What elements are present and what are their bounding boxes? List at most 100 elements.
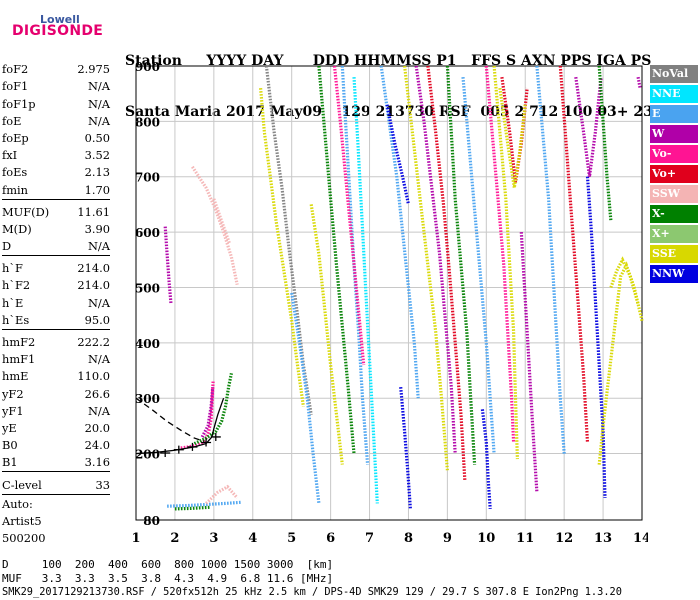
param-name: h`Es — [2, 312, 30, 327]
profile-dashed-line — [135, 397, 205, 442]
param-separator — [2, 471, 110, 473]
legend-item: X- — [650, 205, 698, 223]
x-tick-label: 11 — [516, 531, 534, 546]
header-labels: Station YYYY DAY DDD HHMMSS P1 FFS S AXN… — [125, 53, 657, 69]
echo-trace — [636, 76, 642, 89]
param-value: N/A — [87, 352, 110, 367]
x-tick-label: 6 — [326, 531, 335, 546]
param-row: hmF2 222.2 — [2, 332, 110, 349]
param-row: h`F 214.0 — [2, 258, 110, 275]
param-value: N/A — [87, 295, 110, 310]
param-row: foEp 0.50 — [2, 128, 110, 145]
legend-item: Vo+ — [650, 165, 698, 183]
param-note: Artist5 — [2, 513, 42, 528]
header-values: Santa Maria 2017 May09 129 213730 RSF 00… — [125, 104, 658, 120]
echo-trace — [167, 500, 242, 508]
echo-trace — [340, 65, 370, 465]
param-row: foE N/A — [2, 111, 110, 128]
param-value: N/A — [87, 79, 110, 94]
param-value: 214.0 — [77, 261, 110, 276]
legend-item: Vo- — [650, 145, 698, 163]
echo-trace — [535, 65, 566, 454]
footer-muf-row: MUF 3.3 3.3 3.5 3.8 4.3 4.9 6.8 11.6 [MH… — [2, 572, 334, 585]
echo-trace — [309, 204, 344, 465]
param-value: 3.16 — [84, 455, 110, 470]
x-tick-label: 10 — [477, 531, 495, 546]
param-separator — [2, 328, 110, 330]
param-value: 2.975 — [77, 62, 110, 77]
echo-trace — [193, 372, 233, 446]
param-value: 3.52 — [84, 148, 110, 163]
param-row: B0 24.0 — [2, 435, 110, 452]
param-row: yE 20.0 — [2, 418, 110, 435]
param-name: yF1 — [2, 403, 24, 418]
param-row: h`E N/A — [2, 292, 110, 310]
plot-frame — [135, 65, 643, 521]
echo-trace — [290, 292, 321, 504]
param-value: 11.61 — [77, 204, 110, 219]
param-value: 33 — [95, 477, 111, 492]
param-row: D N/A — [2, 236, 110, 253]
param-row: yF1 N/A — [2, 401, 110, 418]
echo-trace — [385, 104, 411, 205]
x-tick-label: 5 — [287, 531, 296, 546]
param-name: M(D) — [2, 221, 32, 236]
param-note: Auto: — [2, 496, 33, 511]
profile-marker — [210, 432, 221, 441]
echo-trace — [259, 87, 305, 407]
profile-marker — [160, 449, 171, 458]
param-name: MUF(D) — [2, 204, 50, 219]
echo-trace — [264, 65, 313, 416]
param-name: foF1p — [2, 96, 36, 111]
param-row: M(D) 3.90 — [2, 219, 110, 236]
param-name: foF2 — [2, 62, 29, 77]
param-row: foF1p N/A — [2, 93, 110, 111]
x-tick-label: 8 — [404, 531, 413, 546]
echo-trace — [317, 65, 356, 454]
param-value: 0.50 — [84, 130, 110, 145]
echo-trace — [403, 65, 449, 471]
param-name: foEs — [2, 165, 28, 180]
echo-trace — [174, 505, 211, 511]
param-row: B1 3.16 — [2, 452, 110, 469]
logo-lowell: Lowell — [40, 13, 80, 26]
param-name: yE — [2, 420, 17, 435]
echo-trace — [163, 226, 173, 305]
legend-item: SSW — [650, 185, 698, 203]
param-name: foEp — [2, 130, 29, 145]
param-row: foEs 2.13 — [2, 162, 110, 179]
param-name: foE — [2, 113, 22, 128]
param-value: N/A — [87, 403, 110, 418]
param-row: hmE 110.0 — [2, 366, 110, 383]
param-row: MUF(D) 11.61 — [2, 202, 110, 219]
echo-trace — [519, 232, 539, 493]
param-value: 1.70 — [84, 182, 110, 197]
param-row: fmin 1.70 — [2, 179, 110, 197]
param-row: h`F2 214.0 — [2, 275, 110, 292]
x-tick-label: 9 — [443, 531, 452, 546]
echo-trace — [445, 65, 477, 465]
y-tick-label: 700 — [135, 171, 160, 185]
param-row: yF2 26.6 — [2, 383, 110, 401]
param-value: 20.0 — [84, 420, 110, 435]
legend-item: SSE — [650, 245, 698, 263]
y-tick-label: 600 — [135, 226, 160, 240]
echo-trace — [212, 198, 231, 244]
x-tick-label: 3 — [209, 531, 218, 546]
parameter-panel: foF2 2.975 foF1 N/A foF1p N/A foE N/A foEp 0.50 fx… — [2, 59, 110, 548]
echo-trace — [399, 386, 412, 510]
echo-trace — [585, 176, 607, 498]
param-name: hmE — [2, 369, 29, 384]
echo-trace — [352, 77, 379, 504]
param-separator — [2, 198, 110, 200]
param-name: B1 — [2, 455, 18, 470]
profile-marker — [173, 445, 184, 454]
param-value: N/A — [87, 113, 110, 128]
param-value: 214.0 — [77, 278, 110, 293]
profile-curve — [135, 397, 225, 458]
param-row: fxI 3.52 — [2, 145, 110, 162]
y-tick-label: 800 — [135, 115, 160, 129]
x-tick-label: 4 — [248, 531, 257, 546]
param-separator — [2, 255, 110, 257]
param-name: hmF2 — [2, 335, 36, 349]
